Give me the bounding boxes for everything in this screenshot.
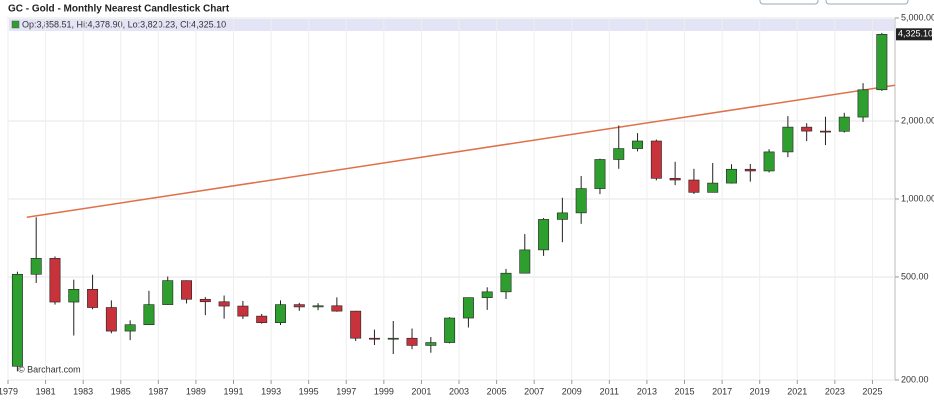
candle-body — [838, 116, 850, 132]
candle-body — [481, 291, 493, 298]
candle-body — [650, 140, 662, 179]
watermark: © Barchart.com — [18, 364, 81, 374]
candle-body — [594, 159, 606, 189]
chart-title: GC - Gold - Monthly Nearest Candlestick … — [8, 4, 230, 15]
trendline — [26, 84, 896, 219]
x-tick-label: 2021 — [787, 386, 807, 396]
candle-body — [632, 140, 644, 149]
candle-body — [763, 151, 775, 172]
x-tick-label: 2017 — [712, 386, 732, 396]
legend-swatch — [11, 20, 20, 29]
candle-body — [406, 337, 418, 346]
y-tick-label: 5,000.00 — [901, 12, 934, 22]
candle-body — [744, 168, 756, 172]
x-tick-label: 1997 — [336, 386, 356, 396]
candle-body — [350, 310, 362, 339]
candle-body — [444, 317, 456, 343]
candle-body — [68, 289, 80, 303]
x-tick-label: 2005 — [487, 386, 507, 396]
candle-body — [688, 179, 700, 193]
candle-body — [462, 297, 474, 319]
x-tick-label: 1983 — [73, 386, 93, 396]
x-tick-label: 2019 — [750, 386, 770, 396]
x-tick-label: 1979 — [0, 386, 18, 396]
x-tick-label: 1985 — [111, 386, 131, 396]
x-tick-label: 2007 — [524, 386, 544, 396]
candle-body — [538, 219, 550, 251]
x-tick-label: 1993 — [261, 386, 281, 396]
last-price-label: 4,325.10 — [898, 29, 933, 39]
toolbar-button[interactable] — [759, 0, 819, 5]
candle-body — [556, 212, 568, 220]
candle-body — [707, 182, 719, 193]
candle-body — [181, 280, 192, 300]
legend-text: Op:3,858.51, Hi:4,378.90, Lo:3,820.23, C… — [22, 19, 226, 29]
candle-body — [275, 304, 286, 323]
candle-body — [49, 258, 61, 303]
candle-body — [613, 148, 625, 160]
candle-body — [782, 126, 794, 153]
x-tick-label: 2001 — [411, 386, 431, 396]
y-tick-label: 200.00 — [901, 374, 929, 384]
candle-body — [575, 188, 587, 214]
candle-body — [726, 168, 737, 184]
candle-body — [256, 315, 268, 323]
candle-body — [519, 249, 531, 274]
candle-body — [237, 305, 249, 317]
candle-body — [162, 280, 174, 305]
candle-body — [425, 342, 437, 346]
x-tick-label: 2009 — [562, 386, 582, 396]
y-tick-label: 1,000.00 — [901, 193, 934, 203]
x-tick-label: 2011 — [600, 386, 619, 396]
candle-body — [876, 34, 888, 91]
candle-body — [293, 304, 305, 308]
x-tick-label: 2023 — [825, 386, 845, 396]
x-tick-label: 1981 — [36, 386, 56, 396]
y-tick-label: 500.00 — [901, 271, 929, 281]
legend-bar — [9, 19, 894, 31]
toolbar-button[interactable] — [825, 0, 909, 5]
candle-body — [820, 130, 831, 133]
candle-body — [105, 307, 117, 332]
candle-body — [124, 324, 136, 332]
x-tick-label: 1995 — [299, 386, 319, 396]
x-tick-label: 1987 — [148, 386, 168, 396]
candle-body — [143, 304, 155, 326]
candle-body — [857, 89, 869, 118]
candle-body — [218, 301, 230, 307]
candle-body — [199, 298, 211, 303]
candle-body — [87, 289, 99, 308]
candle-body — [500, 272, 512, 293]
candle-body — [11, 273, 23, 367]
x-tick-label: 2013 — [637, 386, 657, 396]
candle-body — [331, 305, 343, 312]
candle-body — [801, 126, 813, 132]
y-tick-label: 2,000.00 — [901, 115, 934, 125]
x-tick-label: 2003 — [449, 386, 469, 396]
x-tick-label: 1989 — [186, 386, 206, 396]
last-price-box — [896, 28, 932, 41]
x-tick-label: 1991 — [223, 386, 243, 396]
x-tick-label: 1999 — [374, 386, 394, 396]
candle-body — [368, 337, 380, 340]
x-tick-label: 2015 — [675, 386, 695, 396]
candle-body — [30, 258, 42, 275]
candle-body — [669, 178, 681, 181]
candle-body — [387, 337, 399, 340]
candle-body — [312, 305, 324, 308]
x-tick-label: 2025 — [862, 386, 882, 396]
